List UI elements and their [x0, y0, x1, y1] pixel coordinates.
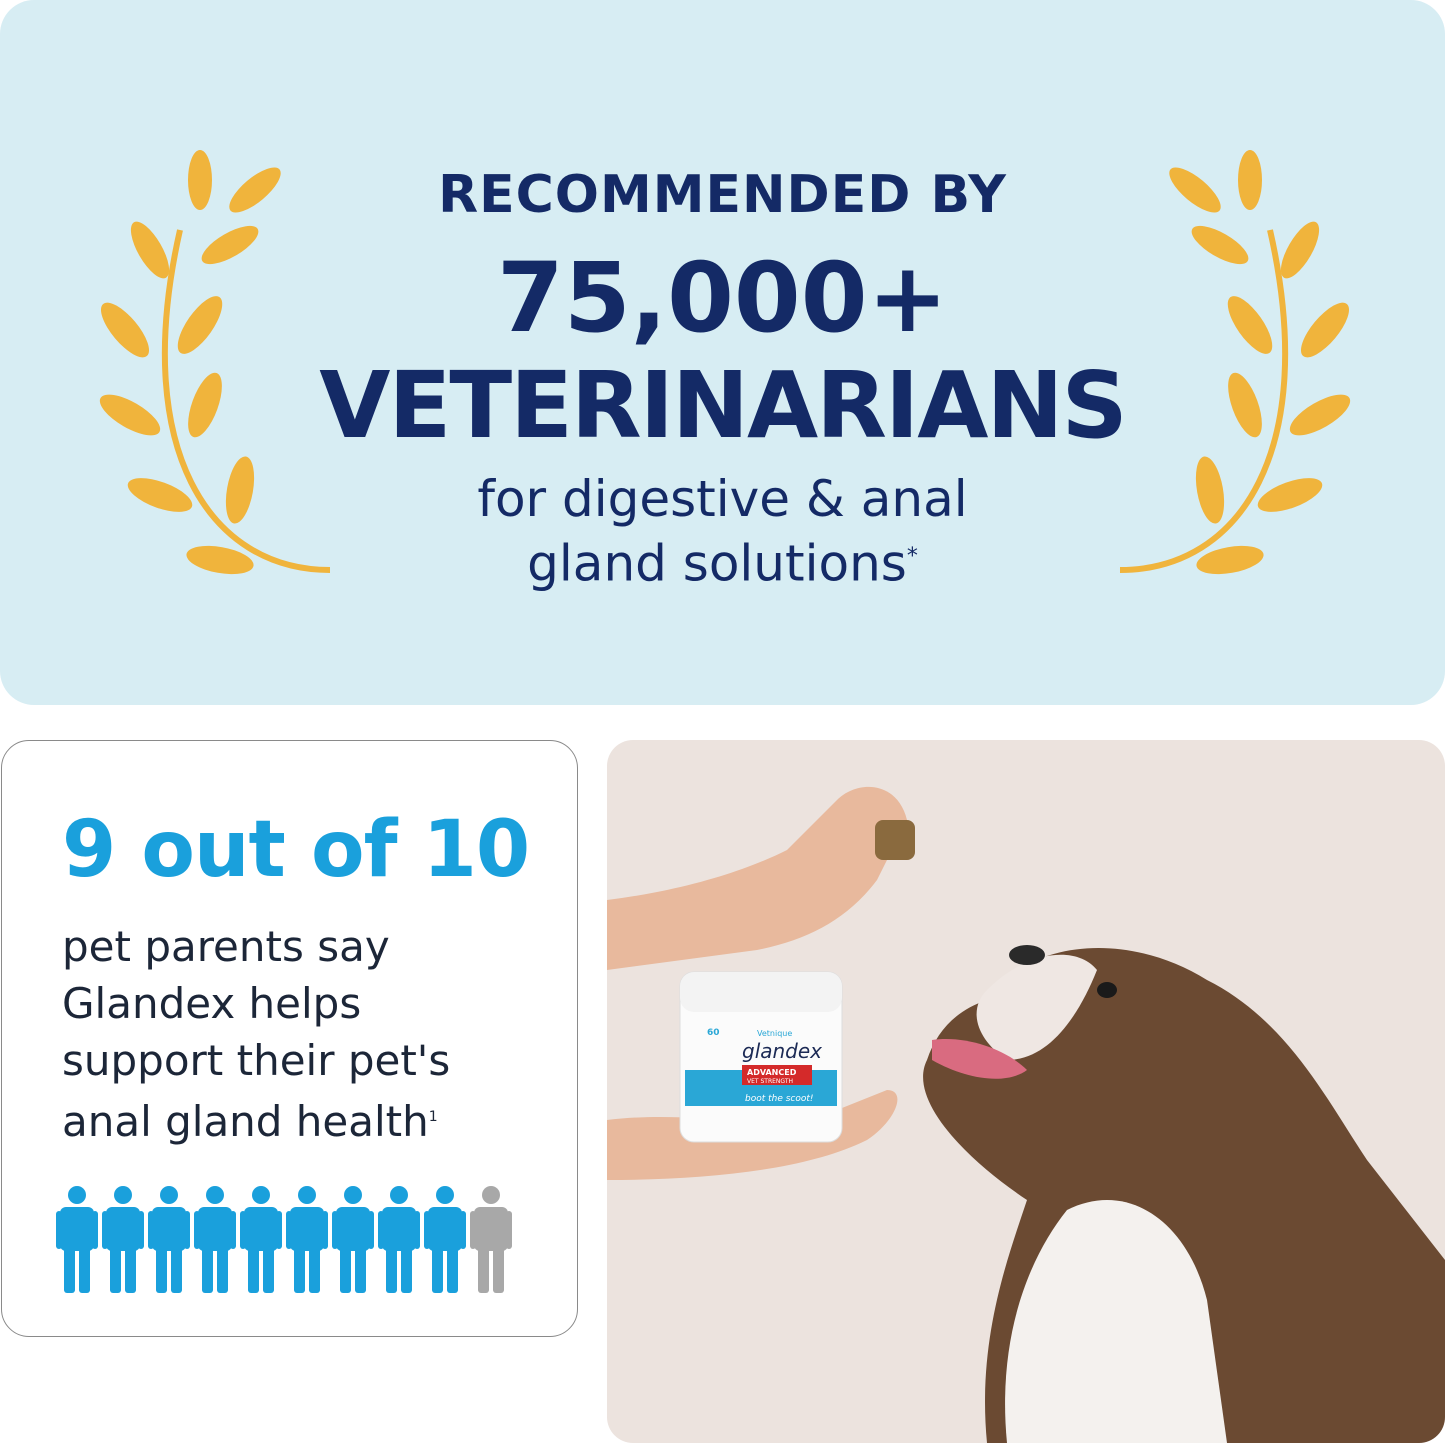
- hand-icon: [607, 786, 907, 970]
- person-icon: [378, 1185, 420, 1299]
- subtitle-line-2-text: gland solutions: [527, 534, 907, 593]
- person-icon: [102, 1185, 144, 1299]
- laurel-left-icon: [99, 150, 331, 575]
- laurel-right-icon: [1119, 150, 1351, 575]
- banner-subtitle: for digestive & anal gland solutions*: [0, 470, 1445, 593]
- people-pictogram: [56, 1185, 512, 1299]
- jar-tagline: ADVANCED: [747, 1068, 797, 1077]
- subtitle-line-2: gland solutions*: [0, 528, 1445, 593]
- footnote-mark: *: [906, 544, 918, 569]
- stat-line: support their pet's: [62, 1036, 451, 1085]
- stat-description: pet parents say Glandex helps support th…: [62, 918, 450, 1150]
- person-icon: [56, 1185, 98, 1299]
- bulldog: [923, 945, 1445, 1443]
- product-photo: 60 Vetnique glandex ADVANCED VET STRENGT…: [607, 740, 1445, 1443]
- person-icon: [148, 1185, 190, 1299]
- jar-count: 60: [707, 1028, 720, 1038]
- person-icon: [240, 1185, 282, 1299]
- jar-tagline-2: VET STRENGTH: [747, 1078, 793, 1085]
- stat-line: anal gland health1: [62, 1089, 450, 1150]
- person-icon: [194, 1185, 236, 1299]
- footnote-mark: 1: [428, 1109, 438, 1125]
- dog-and-product-illustration: 60 Vetnique glandex ADVANCED VET STRENGT…: [607, 786, 1445, 1443]
- stat-line: Glandex helps: [62, 979, 362, 1028]
- stat-headline: 9 out of 10: [62, 805, 530, 895]
- recommended-by-label: RECOMMENDED BY: [438, 165, 1007, 225]
- stat-line-text: anal gland health: [62, 1097, 429, 1146]
- veterinarians-label: VETERINARIANS: [319, 352, 1127, 459]
- chew-treat-icon: [875, 820, 915, 860]
- person-icon: [286, 1185, 328, 1299]
- jar-brand: Vetnique: [757, 1029, 792, 1038]
- jar-name: glandex: [742, 1039, 822, 1063]
- product-jar: 60 Vetnique glandex ADVANCED VET STRENGT…: [679, 971, 843, 1143]
- subtitle-line-1: for digestive & anal: [477, 470, 968, 528]
- stat-line: pet parents say: [62, 922, 390, 971]
- recommendation-banner: RECOMMENDED BY 75,000+ VETERINARIANS for…: [0, 0, 1445, 705]
- person-icon: [470, 1185, 512, 1299]
- person-icon: [424, 1185, 466, 1299]
- person-icon: [332, 1185, 374, 1299]
- vet-count: 75,000+: [497, 242, 948, 354]
- jar-slogan: boot the scoot!: [745, 1094, 814, 1104]
